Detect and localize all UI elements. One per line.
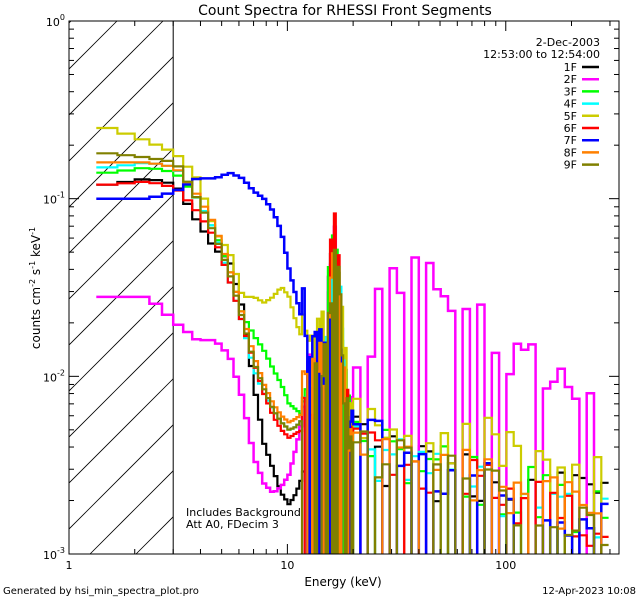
legend-label-9F: 9F (564, 159, 577, 172)
footer-generated-by: Generated by hsi_min_spectra_plot.pro (3, 586, 199, 597)
hatch-line (69, 148, 174, 254)
legend-label-2F: 2F (564, 73, 577, 86)
y-tick-label: 10-2 (43, 368, 65, 384)
y-tick-label: 10-1 (43, 191, 65, 207)
footer-timestamp: 12-Apr-2023 10:08 (542, 586, 636, 597)
chart-title: Count Spectra for RHESSI Front Segments (198, 3, 492, 19)
plot-frame (68, 20, 620, 555)
hatch-line (69, 194, 174, 300)
hatch-line (69, 240, 174, 346)
legend-label-4F: 4F (564, 98, 577, 111)
y-tick-label: 10-3 (43, 546, 65, 562)
x-tick-label: 1 (66, 559, 73, 572)
date-label: 2-Dec-2003 (536, 36, 600, 49)
hatch-line (69, 424, 174, 530)
hatch-line (596, 21, 640, 554)
legend-label-5F: 5F (564, 110, 577, 123)
legend-label-1F: 1F (564, 61, 577, 74)
hatch-line (69, 102, 174, 208)
x-tick-label: 100 (495, 559, 516, 572)
hatch-line (366, 21, 640, 554)
legend-label-8F: 8F (564, 146, 577, 159)
axis-ticks: 1 10 100 100 10-1 10-2 10-3 (43, 13, 619, 572)
hatch-line (0, 21, 25, 554)
y-tick-label: 100 (46, 13, 65, 29)
y-axis-label: counts cm-2 s-1 keV-1 (28, 227, 43, 349)
legend-label-6F: 6F (564, 122, 577, 135)
time-range-label: 12:53:00 to 12:54:00 (483, 48, 600, 61)
series-9F-line (96, 152, 609, 554)
annotation-attenuator: Att A0, FDecim 3 (186, 518, 279, 531)
series-layer (96, 126, 609, 554)
hatch-line (69, 21, 164, 116)
hatch-line (69, 21, 118, 70)
x-axis-label: Energy (keV) (304, 575, 381, 589)
hatched-region (0, 21, 640, 554)
hatch-line (69, 378, 174, 484)
series-2F-line (96, 225, 596, 554)
annotation-background: Includes Background (186, 506, 301, 519)
x-tick-label: 10 (280, 559, 294, 572)
plot-area (0, 21, 640, 554)
hatch-line (69, 286, 174, 392)
legend-label-7F: 7F (564, 134, 577, 147)
hatch-line (69, 56, 174, 162)
hatch-line (412, 21, 640, 554)
legend-label-3F: 3F (564, 85, 577, 98)
